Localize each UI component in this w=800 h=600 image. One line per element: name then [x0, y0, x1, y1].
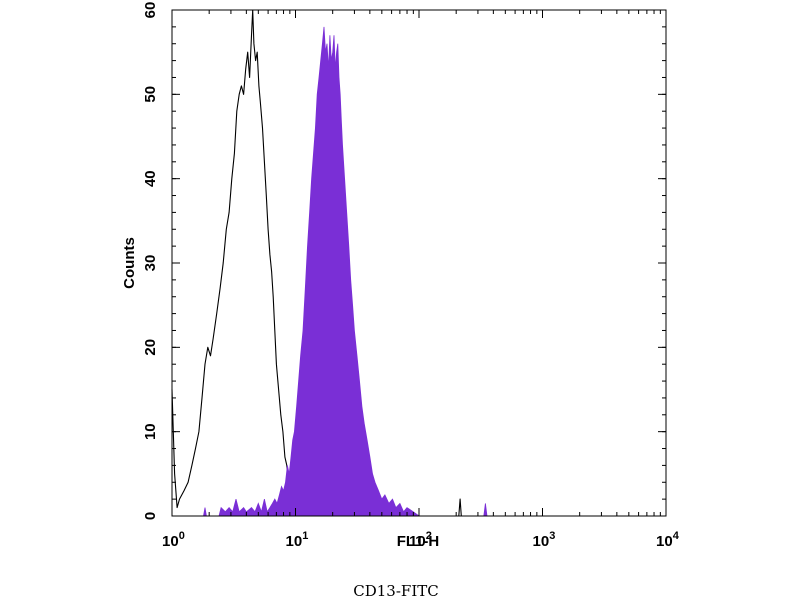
series-0-outline-histogram — [171, 9, 666, 517]
y-tick-label: 10 — [142, 423, 159, 440]
y-tick-label: 0 — [142, 512, 159, 520]
plot-border — [171, 9, 667, 517]
y-axis-ticks: 0 10 20 30 40 50 60 — [142, 2, 666, 520]
y-tick-label: 20 — [142, 339, 159, 356]
chart-caption: CD13-FITC — [353, 582, 438, 600]
y-tick-label: 50 — [142, 86, 159, 103]
series-layer — [171, 9, 666, 517]
x-tick-label: 102 — [409, 530, 432, 550]
y-tick-label: 30 — [142, 255, 159, 272]
x-tick-label: 104 — [656, 530, 680, 550]
x-tick-label: 100 — [162, 530, 185, 550]
x-tick-label: 101 — [286, 530, 309, 550]
x-axis-label: FL1-H — [397, 533, 440, 550]
plot-frame — [171, 9, 667, 517]
y-tick-label: 60 — [142, 2, 159, 19]
series-1-filled-histogram — [172, 26, 666, 517]
y-tick-label: 40 — [142, 170, 159, 187]
y-axis-label: Counts — [121, 237, 138, 289]
x-axis-ticks: 100 101 102 103 104 — [162, 10, 680, 550]
x-tick-label: 103 — [533, 530, 556, 550]
